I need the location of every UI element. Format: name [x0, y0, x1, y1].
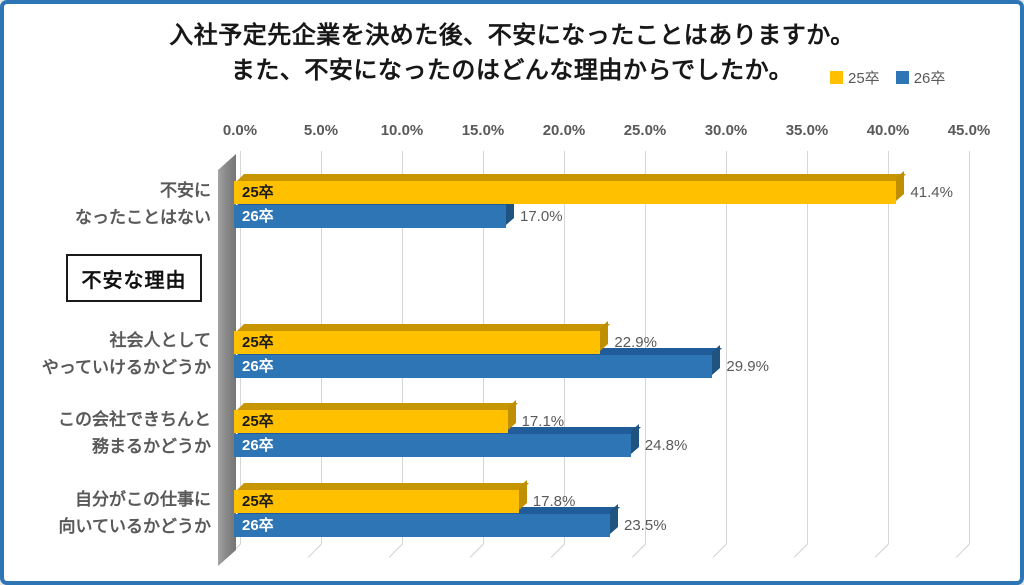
bar-side-face [600, 321, 609, 351]
category-label: 不安になったことはない [12, 177, 211, 231]
bar-top-face [237, 324, 611, 331]
chart-title-line1: 入社予定先企業を決めた後、不安になったことはありますか。 [169, 22, 855, 49]
bar-value-label: 17.0% [520, 208, 563, 225]
bar-side-face [712, 345, 721, 375]
bar-front-face [234, 331, 601, 354]
bar-25卒-group1: 25卒 [234, 171, 907, 204]
floor-tick [469, 543, 484, 558]
axis-tick-label: 25.0% [623, 122, 667, 139]
legend-label: 26卒 [913, 70, 946, 87]
bar-top-face [237, 174, 907, 181]
category-label-line: やっていけるかどうか [41, 358, 211, 377]
annotation-label: 不安な理由 [81, 269, 187, 292]
bar-26卒-group2: 26卒 [234, 345, 723, 378]
bar-front-face [234, 410, 508, 433]
legend-item-26卒: 26卒 [895, 67, 946, 88]
bar-value-label: 23.5% [624, 517, 667, 534]
floor-tick [955, 543, 970, 558]
bar-25卒-group3: 25卒 [234, 400, 518, 433]
category-label: 自分がこの仕事に向いているかどうか [12, 486, 212, 540]
legend-swatch-icon [895, 71, 909, 84]
annotation-box: 不安な理由 [66, 254, 202, 302]
axis-tick-label: 10.0% [380, 122, 424, 139]
gridline [726, 151, 727, 544]
floor-tick [307, 543, 322, 558]
axis-tick-label: 35.0% [785, 122, 829, 139]
bar-25卒-group4: 25卒 [234, 480, 529, 513]
legend-label: 25卒 [848, 70, 880, 87]
category-label-line: 不安に [160, 181, 211, 200]
legend-item-25卒: 25卒 [830, 67, 880, 88]
bar-25卒-group2: 25卒 [234, 321, 611, 354]
gridline [807, 151, 808, 544]
category-label: この会社できちんと務まるかどうか [12, 406, 211, 460]
bar-26卒-group3: 26卒 [234, 424, 641, 457]
floor-tick [631, 543, 646, 558]
bar-front-face [234, 181, 897, 204]
axis-tick-label: 15.0% [461, 122, 505, 139]
floor-tick [793, 543, 808, 558]
chart-legend: 25卒 26卒 [830, 67, 945, 88]
bar-front-face [234, 514, 610, 537]
category-label: 社会人としてやっていけるかどうか [12, 327, 211, 381]
gridline [969, 151, 970, 544]
3d-wall [218, 154, 236, 566]
axis-tick-label: 5.0% [303, 122, 339, 139]
floor-tick [550, 543, 565, 558]
bar-top-face [237, 403, 518, 410]
category-label-line: なったことはない [75, 208, 211, 227]
axis-tick-label: 20.0% [542, 122, 586, 139]
bar-top-face [237, 483, 529, 490]
category-label-line: 務まるかどうか [92, 437, 211, 456]
axis-tick-label: 30.0% [704, 122, 748, 139]
bar-side-face [518, 480, 527, 510]
legend-swatch-icon [830, 71, 843, 84]
gridline [888, 151, 889, 544]
gridline [645, 151, 646, 544]
floor-tick [874, 543, 889, 558]
category-label-line: 向いているかどうか [58, 517, 212, 536]
bar-series-label: 26卒 [242, 517, 274, 534]
floor-tick [712, 543, 727, 558]
chart-title-line2: また、不安になったのはどんな理由からでしたか。 [230, 57, 794, 84]
axis-tick-label: 45.0% [947, 122, 991, 139]
bar-series-label: 26卒 [242, 437, 274, 454]
bar-series-label: 26卒 [242, 358, 274, 375]
bar-series-label: 25卒 [242, 493, 274, 510]
axis-tick-label: 0.0% [222, 122, 258, 139]
bar-side-face [507, 400, 516, 430]
axis-tick-label: 40.0% [866, 122, 910, 139]
bar-side-face [630, 424, 639, 454]
bar-front-face [234, 205, 506, 228]
bar-front-face [234, 490, 519, 513]
bar-series-label: 25卒 [242, 413, 274, 430]
bar-side-face [896, 171, 905, 201]
bar-series-label: 25卒 [242, 184, 274, 201]
category-label-line: この会社できちんと [58, 410, 211, 429]
bar-side-face [610, 504, 618, 534]
bar-value-label: 24.8% [644, 437, 688, 454]
bar-value-label: 22.9% [614, 334, 657, 351]
bar-26卒-group1: 26卒 [234, 195, 516, 228]
bar-26卒-group4: 26卒 [234, 504, 620, 537]
category-label-line: 自分がこの仕事に [75, 490, 211, 509]
floor-tick [388, 543, 403, 558]
category-label-line: 社会人として [109, 331, 212, 350]
bar-value-label: 29.9% [726, 358, 769, 375]
bar-series-label: 26卒 [242, 208, 274, 225]
bar-value-label: 17.8% [532, 493, 576, 510]
bar-front-face [234, 434, 631, 457]
bar-front-face [234, 355, 713, 378]
bar-series-label: 25卒 [242, 334, 274, 351]
chart-title: 入社予定先企業を決めた後、不安になったことはありますか。 また、不安になったのは… [4, 18, 1020, 88]
bar-value-label: 17.1% [521, 413, 565, 430]
bar-value-label: 41.4% [910, 184, 953, 201]
